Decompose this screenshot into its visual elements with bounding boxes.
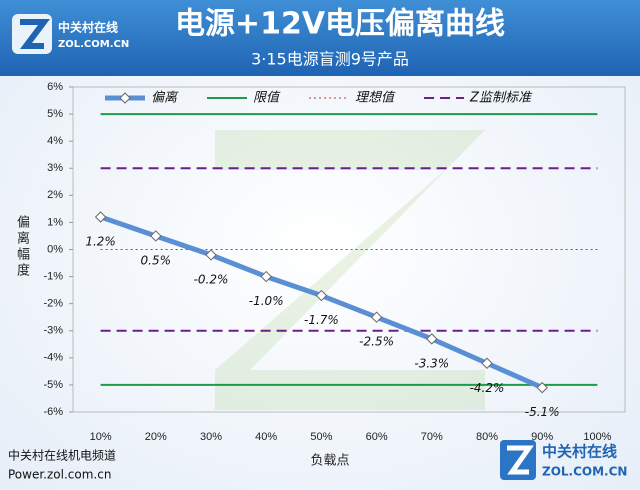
x-tick-label: 90%: [531, 431, 553, 443]
y-tick-label: 0%: [47, 243, 63, 255]
logo-name: 中关村在线: [58, 20, 118, 35]
x-tick-label: 50%: [310, 431, 332, 443]
x-tick-label: 20%: [145, 431, 167, 443]
x-tick-label: 60%: [366, 431, 388, 443]
legend-label: Z监制标准: [469, 91, 533, 106]
y-tick-label: -6%: [43, 406, 63, 418]
data-point: [94, 211, 107, 223]
data-label: -2.5%: [359, 335, 394, 349]
y-tick-label: -5%: [43, 379, 63, 391]
legend-label: 偏离: [151, 90, 179, 106]
logo-domain: ZOL.COM.CN: [542, 465, 627, 479]
y-tick-label: 3%: [47, 162, 63, 174]
y-axis-label: 偏离幅度: [14, 215, 29, 279]
x-axis-label: 负载点: [310, 454, 349, 469]
y-tick-label: -4%: [43, 352, 63, 364]
y-tick-label: 4%: [47, 135, 63, 147]
data-point: [205, 249, 217, 261]
data-point: [260, 270, 272, 283]
legend-marker: [119, 92, 131, 104]
logo-bottom: 中关村在线 ZOL.COM.CN: [500, 440, 627, 480]
data-point: [150, 230, 162, 242]
data-point: [481, 357, 493, 369]
y-tick-label: 1%: [47, 216, 63, 228]
y-tick-label: 5%: [47, 108, 63, 120]
legend-label: 限值: [253, 91, 281, 106]
x-tick-label: 70%: [421, 431, 443, 443]
data-label: 1.2%: [85, 235, 116, 249]
data-label: -4.2%: [470, 381, 505, 395]
data-label: -5.1%: [525, 405, 560, 419]
x-tick-label: 40%: [255, 431, 277, 443]
data-point: [536, 381, 548, 394]
x-tick-label: 10%: [90, 431, 112, 443]
logo-domain: ZOL.COM.CN: [58, 39, 129, 50]
y-tick-label: -1%: [43, 270, 63, 282]
y-tick-label: -2%: [43, 298, 63, 310]
x-tick-label: 80%: [476, 431, 498, 443]
logo-name: 中关村在线: [542, 443, 617, 461]
watermark: [215, 130, 485, 410]
y-tick-label: 2%: [47, 189, 63, 201]
header: [0, 0, 640, 76]
data-label: -1.7%: [304, 313, 339, 327]
data-label: -0.2%: [194, 272, 229, 286]
footer-channel: 中关村在线机电频道: [8, 448, 116, 463]
chart-subtitle: 3·15电源盲测9号产品: [251, 50, 409, 69]
data-point: [426, 333, 438, 345]
chart-title: 电源+12V电压偏离曲线: [175, 7, 505, 42]
y-tick-label: 6%: [47, 81, 63, 93]
data-label: 0.5%: [141, 253, 172, 267]
footer-url: Power.zol.com.cn: [8, 468, 111, 482]
data-label: -3.3%: [414, 356, 449, 370]
x-tick-label: 30%: [200, 431, 222, 443]
y-tick-label: -3%: [43, 325, 63, 337]
logo-top: 中关村在线 ZOL.COM.CN: [12, 14, 129, 54]
data-point: [315, 289, 328, 302]
data-point: [370, 311, 383, 323]
data-label: -1.0%: [249, 294, 284, 308]
legend-label: 理想值: [355, 91, 396, 106]
x-tick-label: 100%: [583, 431, 611, 443]
